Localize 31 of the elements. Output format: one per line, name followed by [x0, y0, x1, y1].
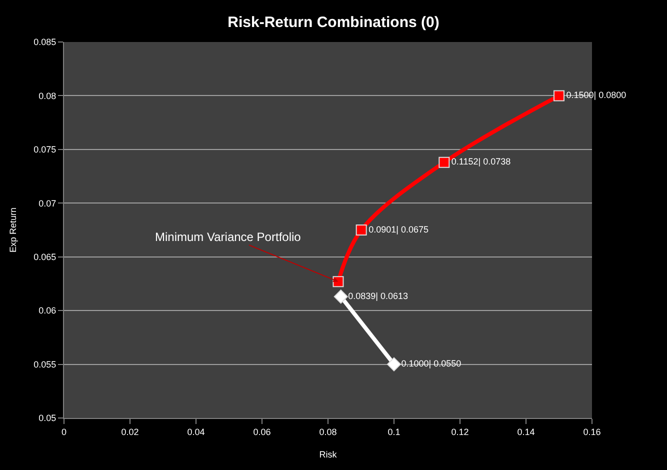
y-tick-label: 0.085: [34, 37, 56, 48]
data-label: 0.1152| 0.0738: [451, 156, 511, 167]
data-label: 0.1500| 0.0800: [566, 90, 626, 100]
point: [334, 290, 348, 304]
y-tick-label: 0.055: [34, 359, 56, 370]
y-tick-label: 0.065: [34, 252, 56, 262]
point: [438, 156, 450, 168]
x-tick-label: 0.1: [388, 426, 400, 437]
y-tick-label: 0.06: [38, 306, 56, 316]
x-tick-label: 0.02: [121, 426, 139, 437]
y-tick-label: 0.075: [34, 144, 56, 155]
x-tick-label: 0.04: [187, 426, 205, 437]
x-tick-label: 0.08: [319, 426, 337, 437]
x-tick-label: 0.12: [451, 426, 469, 437]
point: [356, 224, 367, 236]
data-label: 0.0839| 0.0613: [348, 290, 408, 301]
x-tick-label: 0.14: [517, 426, 535, 437]
point: [554, 90, 564, 102]
y-tick-label: 0.08: [38, 90, 56, 101]
data-label: 0.0901| 0.0675: [368, 224, 428, 234]
y-tick-label: 0.05: [38, 413, 56, 424]
x-tick-label: 0.16: [583, 426, 601, 437]
x-tick-label: 0.06: [253, 426, 271, 437]
y-tick-label: 0.07: [38, 198, 56, 208]
point: [387, 357, 401, 372]
annotation: Minimum Variance Portfolio: [155, 230, 302, 244]
x-tick-label: 0: [61, 426, 67, 437]
x-axis-title: Risk: [319, 450, 338, 460]
chart-title: Risk-Return Combinations (0): [228, 14, 440, 31]
data-label: 0.1000| 0.0550: [401, 358, 462, 369]
y-axis-title: Exp Return: [8, 207, 18, 253]
